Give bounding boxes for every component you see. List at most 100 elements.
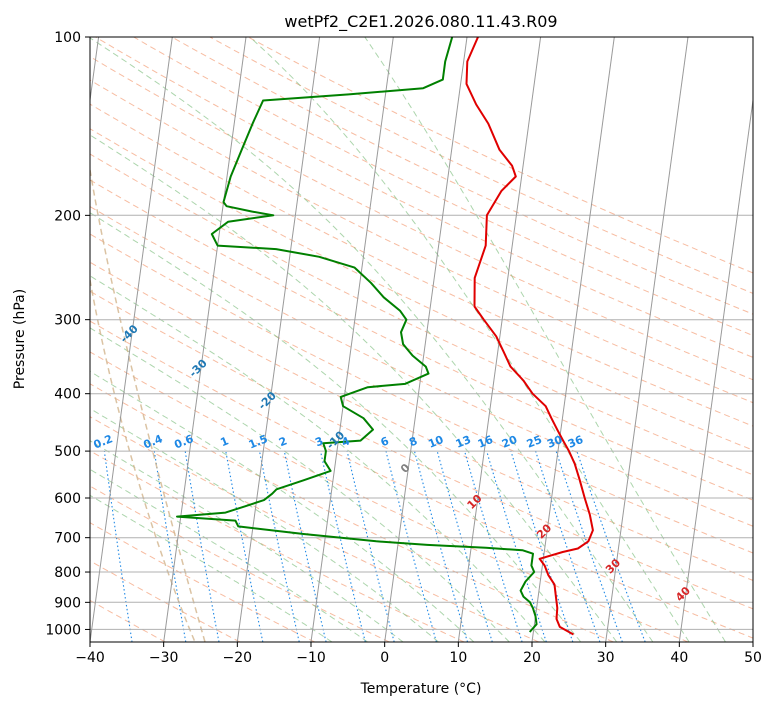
mixing-ratio-line — [486, 450, 547, 642]
dry-adiabat — [90, 320, 753, 639]
mixing-ratio-line — [385, 450, 437, 642]
mixing-ratio-line — [576, 450, 646, 642]
moist-adiabat — [90, 275, 546, 642]
y-tick-label: 200 — [54, 208, 81, 224]
x-tick-label: 20 — [523, 650, 541, 666]
moist-adiabat — [249, 37, 690, 642]
isotherm-line — [752, 638, 753, 642]
dry-adiabat — [90, 450, 465, 642]
mixing-ratio-line — [413, 450, 469, 642]
mixing-ratio-label: 2 — [277, 434, 289, 449]
moist-adiabat — [90, 37, 654, 642]
dry-adiabat — [95, 37, 753, 358]
mixing-ratio-line — [103, 451, 133, 642]
y-tick-label: 900 — [54, 595, 81, 611]
dry-adiabat — [90, 290, 753, 610]
x-tick-label: 40 — [670, 650, 688, 666]
mixing-ratio-label: 25 — [525, 433, 544, 451]
mixing-ratio-line — [346, 450, 395, 642]
x-tick-label: −40 — [75, 650, 105, 666]
y-axis-label: Pressure (hPa) — [12, 289, 28, 389]
plot-frame — [89, 36, 754, 643]
y-axis: 100 200 300 400 500 600 700 800 900 1000 — [45, 30, 90, 638]
mixing-ratio-label: 0.4 — [142, 432, 165, 451]
isotherm-line — [384, 37, 468, 642]
dry-adiabat — [90, 153, 753, 476]
mixing-ratio-line — [510, 450, 574, 642]
isotherm-label: -30 — [187, 356, 210, 379]
mixing-ratio-label: 6 — [379, 434, 391, 449]
mixing-ratio-label: 20 — [500, 433, 519, 451]
isotherm-label: 40 — [673, 584, 693, 604]
x-tick-label: −20 — [223, 650, 253, 666]
isotherm-line — [605, 37, 689, 642]
x-tick-label: 50 — [744, 650, 762, 666]
dry-adiabat — [90, 205, 753, 527]
moist-adiabat — [90, 440, 404, 642]
y-tick-label: 100 — [54, 30, 81, 46]
dry-adiabat — [171, 37, 753, 315]
moist-adiabat — [90, 407, 439, 642]
isotherm-label: -50 — [50, 280, 73, 303]
moist-adiabat — [364, 37, 726, 642]
dry-adiabat — [90, 56, 753, 381]
dry-adiabat — [209, 37, 753, 294]
x-tick-label: −30 — [149, 650, 179, 666]
y-tick-label: 300 — [54, 313, 81, 329]
mixing-ratio-line — [319, 450, 366, 642]
isotherm-line — [163, 37, 247, 642]
isotherm-line — [90, 37, 173, 642]
moist-adiabat — [90, 494, 333, 642]
isotherm-line — [531, 37, 615, 642]
x-tick-label: −10 — [296, 650, 326, 666]
isotherm-line — [678, 96, 753, 642]
mixing-ratio-label: 36 — [566, 433, 585, 451]
mixing-ratio-label: 0.2 — [92, 432, 115, 451]
y-tick-label: 800 — [54, 565, 81, 581]
y-tick-label: 500 — [54, 444, 81, 460]
isotherm-label: -60 — [0, 239, 5, 262]
isotherm-label: 20 — [534, 521, 554, 541]
y-tick-label: 600 — [54, 491, 81, 507]
temperature-profile — [465, 37, 594, 636]
dry-adiabat — [90, 103, 753, 427]
x-tick-label: 0 — [380, 650, 389, 666]
dry-adiabat — [90, 179, 753, 501]
isotherm-line — [90, 37, 100, 104]
dry-adiabat — [90, 416, 539, 642]
mixing-ratio-line — [184, 451, 220, 642]
mixing-ratio-line — [258, 450, 300, 642]
moist-adiabat — [90, 370, 475, 642]
mixing-ratio-label: 16 — [476, 433, 495, 451]
dry-adiabat — [90, 522, 315, 642]
chart-title: wetPf2_C2E1.2026.080.11.43.R09 — [284, 12, 557, 32]
decor-arc — [90, 169, 206, 642]
x-tick-label: 10 — [449, 650, 467, 666]
isotherm-line — [236, 37, 321, 642]
mixing-ratio-line — [283, 450, 327, 642]
mixing-ratio-line — [464, 450, 523, 642]
mixing-ratio-line — [225, 451, 264, 642]
y-tick-label: 400 — [54, 387, 81, 403]
decor-arc — [90, 279, 196, 642]
dry-adiabat — [90, 383, 614, 642]
mixing-ratio-label: 13 — [454, 433, 473, 451]
isotherm-line — [310, 37, 394, 642]
mixing-ratio-label: 1 — [219, 434, 231, 449]
mixing-ratio-label: 3 — [313, 434, 325, 449]
isotherm-line — [457, 37, 542, 642]
mixing-ratio-label: 30 — [545, 433, 564, 451]
isotherm-label: 0 — [398, 461, 413, 476]
dewpoint-profile — [176, 37, 538, 633]
moist-adiabat — [90, 212, 582, 642]
dry-adiabat — [90, 261, 753, 582]
mixing-ratio-line — [555, 450, 623, 642]
dry-adiabat — [90, 128, 753, 451]
x-axis: −40 −30 −20 −10 0 10 20 30 40 50 — [75, 642, 762, 666]
mixing-ratio-label: 8 — [407, 434, 419, 449]
isotherm-label: 10 — [465, 492, 485, 512]
dry-adiabat — [90, 233, 753, 554]
mixing-ratio-line — [436, 450, 493, 642]
plot-area — [90, 37, 753, 642]
